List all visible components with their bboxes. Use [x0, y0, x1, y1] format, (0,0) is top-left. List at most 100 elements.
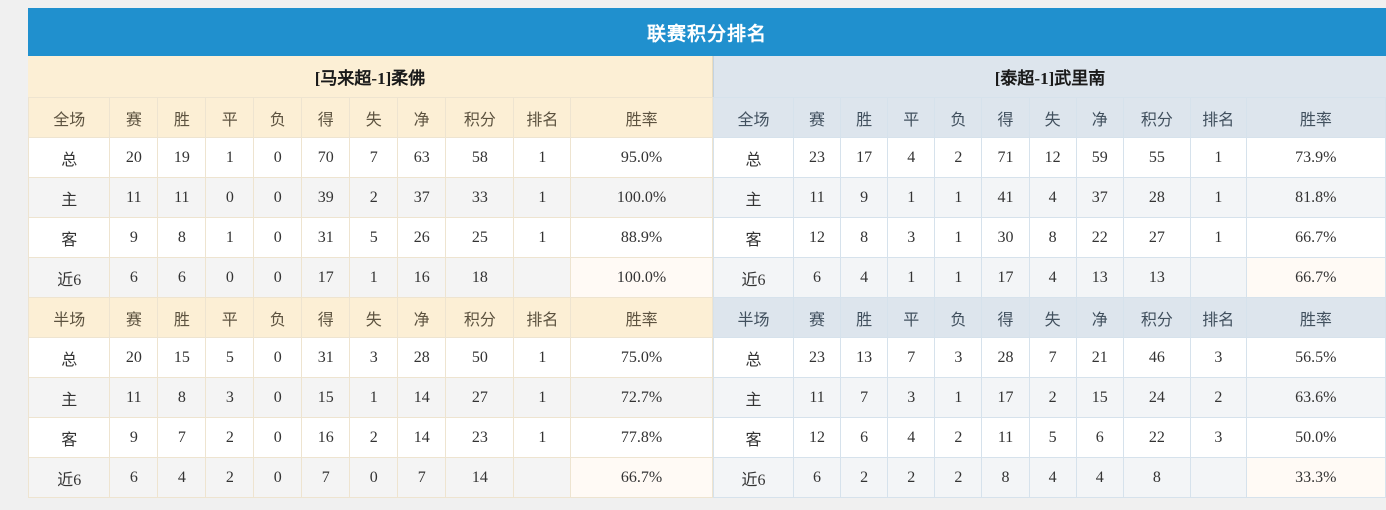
col-header-scope: 全场: [27, 97, 111, 138]
cell-win-rate: 100.0%: [570, 257, 713, 298]
cell-draw: 3: [887, 217, 936, 258]
table-row: 主 11 7 3 1 17 2 15 24 2 63.6%: [713, 377, 1386, 418]
cell-rank: 1: [513, 137, 572, 178]
cell-points: 33: [445, 177, 515, 218]
cell-win: 4: [157, 457, 207, 498]
cell-goals-for: 8: [981, 457, 1030, 498]
cell-rank: [513, 457, 572, 498]
cell-loss: 0: [253, 417, 303, 458]
col-header-win-rate: 胜率: [1245, 97, 1386, 138]
cell-loss: 0: [253, 457, 303, 498]
table-row: 主 11 8 3 0 15 1 14 27 1 72.7%: [27, 377, 713, 418]
cell-draw: 5: [205, 337, 255, 378]
cell-rank: [1189, 457, 1247, 498]
cell-loss: 0: [253, 217, 303, 258]
cell-points: 58: [445, 137, 515, 178]
cell-loss: 1: [934, 177, 983, 218]
col-header-points: 积分: [445, 297, 515, 338]
cell-goals-for: 17: [981, 377, 1030, 418]
cell-goal-diff: 59: [1075, 137, 1124, 178]
cell-goals-against: 0: [349, 457, 399, 498]
cell-draw: 0: [205, 257, 255, 298]
cell-win: 17: [840, 137, 889, 178]
stat-table-left: 全场 赛 胜 平 负 得 失 净 积分 排名 胜率 总 20: [27, 97, 713, 498]
col-header-win: 胜: [157, 297, 207, 338]
col-header-goals-against: 失: [1028, 297, 1077, 338]
cell-goals-against: 7: [349, 137, 399, 178]
table-row: 主 11 11 0 0 39 2 37 33 1 100.0%: [27, 177, 713, 218]
cell-goals-for: 30: [981, 217, 1030, 258]
cell-goals-against: 2: [349, 177, 399, 218]
cell-scope: 客: [27, 417, 111, 458]
cell-goals-for: 17: [301, 257, 351, 298]
table-row: 客 9 8 1 0 31 5 26 25 1 88.9%: [27, 217, 713, 258]
cell-win-rate: 66.7%: [1245, 217, 1386, 258]
cell-loss: 0: [253, 177, 303, 218]
cell-goals-for: 41: [981, 177, 1030, 218]
cell-loss: 2: [934, 417, 983, 458]
cell-played: 6: [109, 257, 159, 298]
cell-rank: 2: [1189, 377, 1247, 418]
stat-table-right: 全场 赛 胜 平 负 得 失 净 积分 排名 胜率 总 23: [713, 97, 1386, 498]
team-name-left[interactable]: [马来超-1]柔佛: [28, 56, 713, 97]
table-row: 客 12 8 3 1 30 8 22 27 1 66.7%: [713, 217, 1386, 258]
col-header-goal-diff: 净: [397, 297, 447, 338]
col-header-goals-for: 得: [301, 97, 351, 138]
col-header-loss: 负: [934, 297, 983, 338]
col-header-rank: 排名: [1189, 297, 1247, 338]
col-header-win-rate: 胜率: [1245, 297, 1386, 338]
cell-rank: 1: [1189, 217, 1247, 258]
cell-rank: 3: [1189, 417, 1247, 458]
cell-rank: 1: [513, 177, 572, 218]
cell-rank: [1189, 257, 1247, 298]
cell-goals-against: 1: [349, 377, 399, 418]
cell-points: 27: [445, 377, 515, 418]
cell-goals-against: 1: [349, 257, 399, 298]
cell-goal-diff: 14: [397, 417, 447, 458]
cell-win: 8: [157, 217, 207, 258]
cell-scope: 近6: [713, 457, 794, 498]
cell-win: 15: [157, 337, 207, 378]
cell-draw: 0: [205, 177, 255, 218]
cell-draw: 2: [205, 457, 255, 498]
col-header-goals-for: 得: [301, 297, 351, 338]
col-header-goals-for: 得: [981, 97, 1030, 138]
col-header-rank: 排名: [1189, 97, 1247, 138]
cell-win: 8: [840, 217, 889, 258]
section-header-row: 半场 赛 胜 平 负 得 失 净 积分 排名 胜率: [713, 297, 1386, 338]
cell-played: 9: [109, 417, 159, 458]
cell-goal-diff: 15: [1075, 377, 1124, 418]
cell-win-rate: 50.0%: [1245, 417, 1386, 458]
page-title: 联赛积分排名: [28, 8, 1386, 56]
team-name-right[interactable]: [泰超-1]武里南: [713, 56, 1386, 97]
cell-goal-diff: 16: [397, 257, 447, 298]
cell-rank: 1: [513, 337, 572, 378]
cell-goals-for: 28: [981, 337, 1030, 378]
table-row: 客 9 7 2 0 16 2 14 23 1 77.8%: [27, 417, 713, 458]
cell-points: 24: [1122, 377, 1191, 418]
col-header-draw: 平: [205, 297, 255, 338]
section-header-row: 全场 赛 胜 平 负 得 失 净 积分 排名 胜率: [713, 97, 1386, 138]
table-row: 近6 6 2 2 2 8 4 4 8 33.3%: [713, 457, 1386, 498]
col-header-draw: 平: [887, 97, 936, 138]
cell-draw: 1: [205, 217, 255, 258]
col-header-scope: 全场: [713, 97, 794, 138]
cell-loss: 0: [253, 137, 303, 178]
table-row: 总 20 19 1 0 70 7 63 58 1 95.0%: [27, 137, 713, 178]
cell-goals-against: 2: [1028, 377, 1077, 418]
cell-goal-diff: 22: [1075, 217, 1124, 258]
cell-rank: 1: [1189, 137, 1247, 178]
cell-win: 7: [157, 417, 207, 458]
cell-goals-against: 2: [349, 417, 399, 458]
cell-goal-diff: 6: [1075, 417, 1124, 458]
cell-draw: 7: [887, 337, 936, 378]
cell-loss: 2: [934, 457, 983, 498]
cell-goal-diff: 4: [1075, 457, 1124, 498]
cell-win-rate: 88.9%: [570, 217, 713, 258]
col-header-goals-against: 失: [349, 297, 399, 338]
cell-draw: 2: [205, 417, 255, 458]
cell-goals-for: 17: [981, 257, 1030, 298]
cell-goals-for: 31: [301, 217, 351, 258]
section-header-row: 半场 赛 胜 平 负 得 失 净 积分 排名 胜率: [27, 297, 713, 338]
cell-win: 2: [840, 457, 889, 498]
